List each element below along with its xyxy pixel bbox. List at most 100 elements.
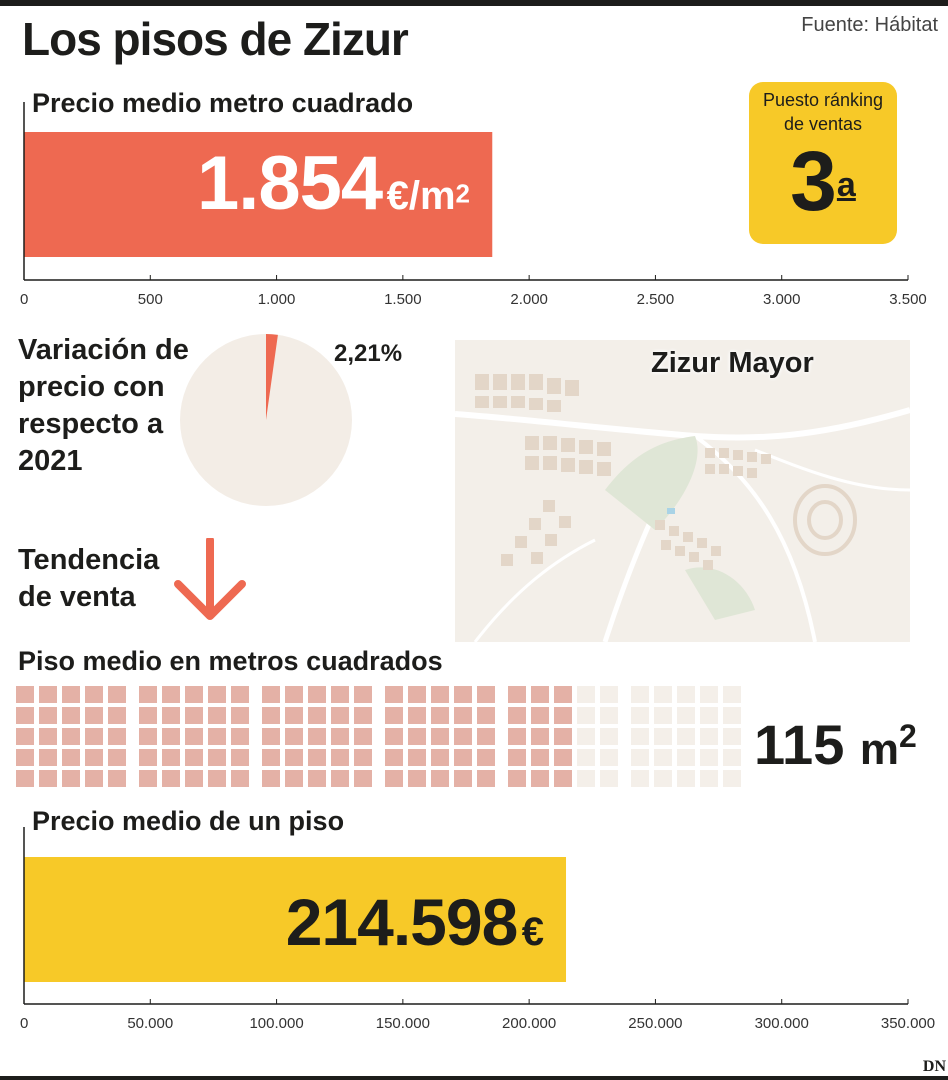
waffle-cell-filled [454,707,472,724]
waffle-cell-empty [577,728,595,745]
waffle-cell-empty [654,770,672,787]
top-rule [0,0,948,6]
waffle-cell-filled [554,770,572,787]
waffle-cell-filled [531,686,549,703]
waffle-cell-empty [677,707,695,724]
waffle-cell-filled [308,707,326,724]
price-m2-tick-label: 0 [20,291,28,308]
waffle-cell-filled [208,770,226,787]
waffle-cell-filled [85,770,103,787]
waffle-cell-empty [700,707,718,724]
waffle-cell-filled [408,686,426,703]
waffle-cell-filled [331,686,349,703]
variation-percent: 2,21% [334,340,403,367]
waffle-cell-filled [162,686,180,703]
waffle-cell-empty [631,728,649,745]
waffle-cell-empty [654,728,672,745]
price-m2-tick-label: 3.500 [889,291,927,308]
price-flat-tick-label: 350.000 [881,1015,935,1032]
waffle-cell-filled [85,749,103,766]
area-unit-sup: 2 [899,718,917,754]
waffle-cell-filled [385,728,403,745]
waffle-cell-filled [185,686,203,703]
waffle-cell-filled [554,749,572,766]
waffle-cell-filled [108,728,126,745]
ranking-badge: Puesto ránking de ventas 3a [749,82,897,244]
variation-pie [180,334,352,506]
price-flat-value: 214.598 € [24,884,544,960]
waffle-cell-filled [62,770,80,787]
pie-slice-variation [266,334,278,420]
waffle-cell-empty [577,686,595,703]
waffle-cell-filled [408,707,426,724]
ranking-number: 3 [790,134,837,228]
waffle-cell-filled [262,749,280,766]
price-m2-unit-sup: 2 [455,178,470,209]
waffle-cell-filled [16,728,34,745]
waffle-cell-filled [208,728,226,745]
waffle-cell-filled [39,707,57,724]
waffle-cell-filled [431,749,449,766]
waffle-cell-filled [477,707,495,724]
price-m2-bar [24,132,493,257]
price-flat-tick-label: 200.000 [502,1015,556,1032]
source-note: Fuente: Hábitat [801,14,938,36]
waffle-cell-filled [39,728,57,745]
waffle-cell-filled [531,749,549,766]
waffle-cell-filled [308,749,326,766]
waffle-cell-filled [385,749,403,766]
waffle-cell-filled [231,707,249,724]
waffle-cell-filled [385,770,403,787]
price-m2-unit: €/m [386,174,456,218]
price-flat-number: 214.598 [285,885,519,959]
waffle-cell-filled [331,749,349,766]
map-graphic [455,374,910,642]
waffle-cell-filled [454,728,472,745]
waffle-cell-filled [231,749,249,766]
waffle-cell-filled [354,749,372,766]
waffle-cell-filled [16,707,34,724]
waffle-cell-filled [508,707,526,724]
waffle-cell-filled [139,770,157,787]
waffle-cell-filled [431,686,449,703]
waffle-cell-filled [208,749,226,766]
waffle-cell-filled [262,728,280,745]
waffle-cell-filled [554,728,572,745]
waffle-cell-empty [723,749,741,766]
waffle-cell-filled [85,728,103,745]
waffle-cell-filled [431,728,449,745]
waffle-cell-filled [308,686,326,703]
waffle-cell-filled [385,686,403,703]
waffle-cell-filled [231,686,249,703]
waffle-cell-filled [531,728,549,745]
waffle-cell-filled [231,770,249,787]
waffle-cell-filled [185,707,203,724]
arrow-down-icon [174,538,246,620]
waffle-cell-filled [162,728,180,745]
waffle-cell-filled [408,770,426,787]
zizur-map: Zizur Mayor [455,340,910,642]
price-flat-unit: € [521,910,544,954]
waffle-cell-empty [631,770,649,787]
waffle-cell-filled [454,770,472,787]
price-m2-tick-label: 2.000 [510,291,548,308]
waffle-cell-empty [631,707,649,724]
ranking-value: 3a [749,138,897,224]
waffle-cell-filled [39,770,57,787]
waffle-cell-filled [62,749,80,766]
variation-label: Variación de precio con respecto a 2021 [18,334,189,477]
waffle-cell-empty [677,749,695,766]
waffle-cell-filled [308,770,326,787]
waffle-cell-empty [631,686,649,703]
waffle-cell-filled [62,686,80,703]
waffle-cell-filled [285,749,303,766]
waffle-cell-filled [354,686,372,703]
waffle-cell-filled [231,728,249,745]
waffle-cell-filled [354,728,372,745]
waffle-cell-filled [208,707,226,724]
waffle-cell-filled [285,707,303,724]
waffle-cell-filled [139,707,157,724]
waffle-cell-empty [577,749,595,766]
waffle-cell-filled [208,686,226,703]
